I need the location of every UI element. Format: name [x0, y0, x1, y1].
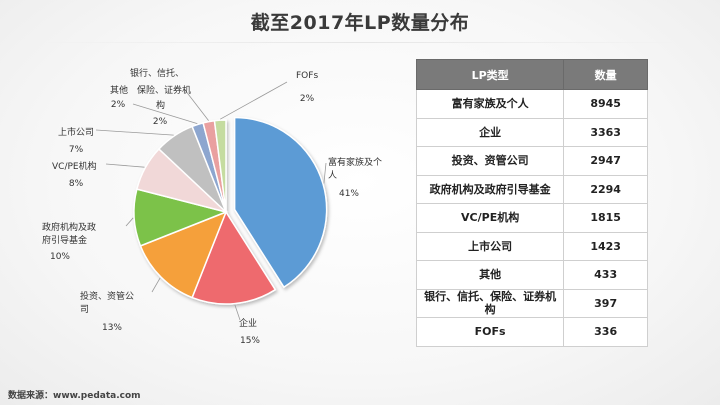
column-header-lp-type: LP类型 — [415, 59, 565, 90]
lp-type-cell: 政府机构及政府引导基金 — [415, 174, 565, 204]
lp-type-cell: 投资、资管公司 — [415, 146, 565, 176]
slice-percent-label: 2% — [300, 94, 315, 104]
slice-label: 司 — [80, 304, 89, 315]
title-divider — [40, 42, 680, 43]
lp-type-cell: FOFs — [415, 317, 565, 347]
count-cell: 3363 — [563, 117, 648, 147]
lp-type-cell: 上市公司 — [415, 231, 565, 261]
leader-line — [323, 162, 327, 184]
pie-slice — [233, 116, 328, 289]
count-cell: 397 — [563, 288, 648, 318]
data-source: 数据来源：www.pedata.com — [8, 391, 141, 401]
lp-type-cell: 富有家族及个人 — [415, 89, 565, 119]
count-cell: 2947 — [563, 146, 648, 176]
table-row: 上市公司 1423 — [415, 231, 648, 261]
chart-title: 截至2017年LP数量分布 — [250, 12, 470, 34]
count-cell: 2294 — [563, 174, 648, 204]
slice-label: 投资、资管公 — [80, 290, 134, 302]
leader-line — [132, 103, 198, 124]
column-header-count: 数量 — [563, 59, 648, 90]
slice-label: VC/PE机构 — [52, 160, 97, 172]
slice-percent-label: 10% — [50, 252, 70, 262]
slice-label: FOFs — [296, 71, 318, 81]
slice-label: 企业 — [239, 317, 257, 329]
leader-line — [95, 129, 174, 136]
pie-slice — [213, 119, 227, 213]
slice-label: 富有家族及个 — [328, 156, 382, 168]
table-header-row: LP类型 数量 — [415, 59, 648, 90]
pie-slice — [191, 210, 277, 305]
lp-type-cell: 其他 — [415, 260, 565, 290]
count-cell: 8945 — [563, 89, 648, 119]
slice-percent-label: 8% — [69, 179, 84, 189]
count-cell: 336 — [563, 317, 648, 347]
table-row: VC/PE机构 1815 — [415, 203, 648, 233]
slice-percent-label: 2% — [111, 100, 126, 110]
slice-label: 其他 — [110, 84, 128, 96]
slice-percent-label: 13% — [102, 323, 122, 333]
table-row: FOFs 336 — [415, 317, 648, 347]
leader-line — [220, 81, 288, 120]
slice-label: 保险、证券机 — [137, 84, 191, 96]
table-row: 银行、信托、保险、证券机构 397 — [415, 288, 648, 318]
table-row: 企业 3363 — [415, 117, 648, 147]
slice-percent-label: 7% — [69, 145, 84, 155]
lp-type-cell: VC/PE机构 — [415, 203, 565, 233]
lp-type-cell: 企业 — [415, 117, 565, 147]
slice-label: 政府机构及政 — [42, 221, 96, 233]
leader-line — [105, 163, 145, 168]
count-cell: 1815 — [563, 203, 648, 233]
slice-percent-label: 41% — [339, 189, 359, 199]
leader-line — [125, 217, 134, 227]
count-cell: 1423 — [563, 231, 648, 261]
slice-label: 人 — [328, 170, 337, 181]
pie-slice — [139, 210, 228, 299]
slice-percent-label: 15% — [240, 336, 260, 346]
table-row: 政府机构及政府引导基金 2294 — [415, 174, 648, 204]
leader-line — [234, 304, 241, 321]
count-cell: 433 — [563, 260, 648, 290]
table-row: 其他 433 — [415, 260, 648, 290]
slice-label: 府引导基金 — [42, 234, 87, 246]
lp-count-table: LP类型 数量 富有家族及个人 8945 企业 3363 投资、资管公司 2947 政府机构… — [415, 59, 648, 347]
slice-label: 银行、信托、 — [130, 67, 184, 79]
slice-label: 构 — [156, 99, 165, 111]
leader-line — [184, 89, 209, 121]
table-row: 富有家族及个人 8945 — [415, 89, 648, 119]
slice-label: 上市公司 — [58, 126, 94, 138]
leader-line — [151, 277, 161, 293]
slice-percent-label: 2% — [153, 117, 168, 127]
table-row: 投资、资管公司 2947 — [415, 146, 648, 176]
lp-type-cell: 银行、信托、保险、证券机构 — [415, 288, 565, 318]
